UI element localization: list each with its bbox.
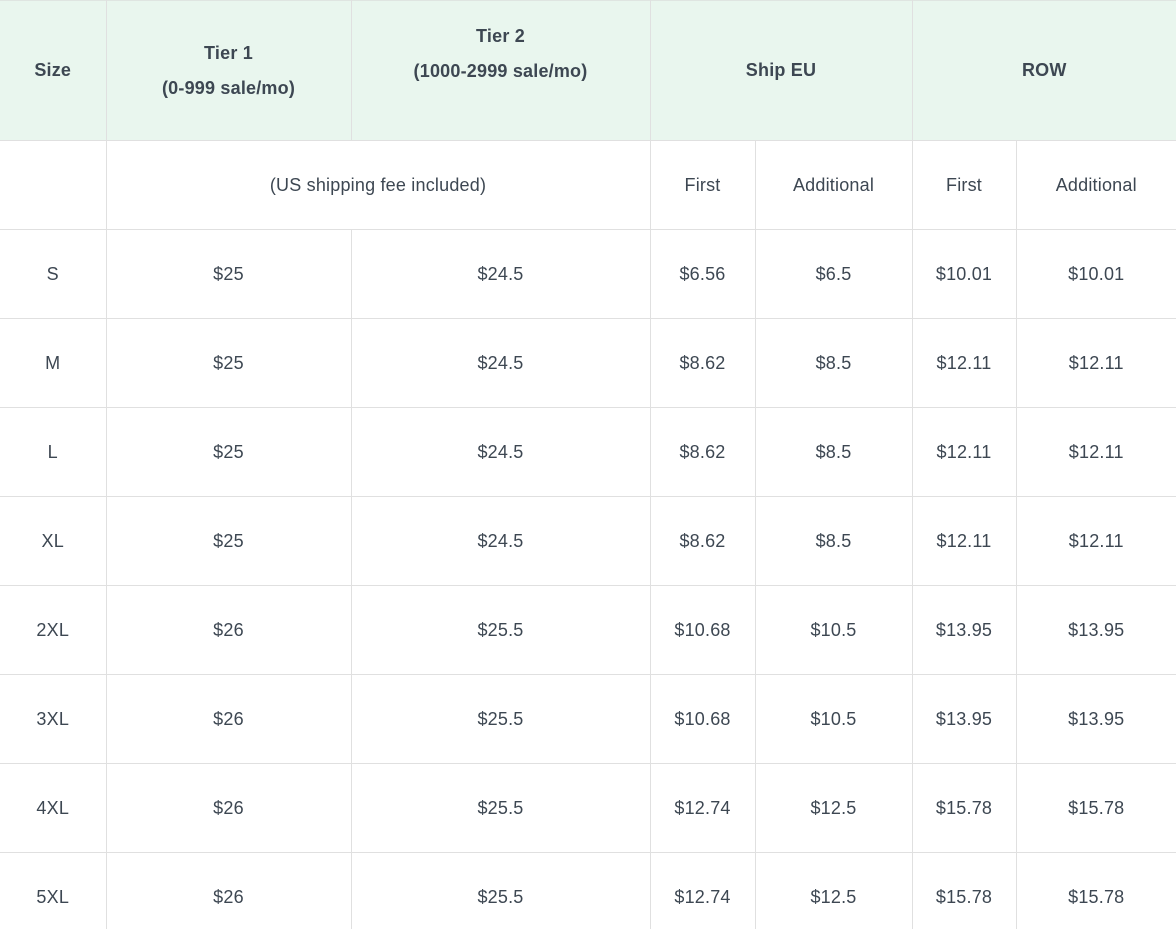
cell-tier1-price: $26 bbox=[105, 585, 352, 675]
cell-tier2-price: $24.5 bbox=[350, 229, 651, 319]
table-row-4xl: 4XL $26 $25.5 $12.74 $12.5 $15.78 $15.78 bbox=[0, 763, 1176, 853]
cell-tier2-price: $24.5 bbox=[350, 407, 651, 497]
header-tier2-title: Tier 2 bbox=[476, 25, 525, 46]
cell-eu-additional: $10.5 bbox=[754, 585, 913, 675]
subheader-row-first: First bbox=[911, 140, 1017, 230]
cell-eu-additional: $8.5 bbox=[754, 496, 913, 586]
cell-size: XL bbox=[0, 496, 107, 586]
cell-tier1-price: $25 bbox=[105, 407, 352, 497]
cell-tier2-price: $24.5 bbox=[350, 318, 651, 408]
subheader-eu-additional: Additional bbox=[754, 140, 913, 230]
cell-eu-first: $10.68 bbox=[649, 674, 756, 764]
cell-tier2-price: $25.5 bbox=[350, 674, 651, 764]
cell-tier2-price: $25.5 bbox=[350, 852, 651, 929]
cell-row-additional: $12.11 bbox=[1015, 407, 1176, 497]
cell-tier1-price: $25 bbox=[105, 229, 352, 319]
table-row-l: L $25 $24.5 $8.62 $8.5 $12.11 $12.11 bbox=[0, 407, 1176, 497]
cell-row-first: $12.11 bbox=[911, 407, 1017, 497]
table-row-2xl: 2XL $26 $25.5 $10.68 $10.5 $13.95 $13.95 bbox=[0, 585, 1176, 675]
cell-row-additional: $12.11 bbox=[1015, 318, 1176, 408]
cell-eu-additional: $6.5 bbox=[754, 229, 913, 319]
cell-eu-additional: $12.5 bbox=[754, 852, 913, 929]
header-tier2: Tier 2 (1000-2999 sale/mo) bbox=[350, 0, 651, 141]
cell-row-first: $15.78 bbox=[911, 852, 1017, 929]
cell-eu-additional: $12.5 bbox=[754, 763, 913, 853]
cell-row-first: $15.78 bbox=[911, 763, 1017, 853]
table-subheader-row: (US shipping fee included) First Additio… bbox=[0, 140, 1176, 230]
header-tier1-title: Tier 1 bbox=[204, 42, 253, 63]
header-tier1-subtitle: (0-999 sale/mo) bbox=[161, 77, 296, 98]
table-header-row: Size Tier 1 (0-999 sale/mo) Tier 2 (1000… bbox=[0, 0, 1176, 141]
cell-row-first: $12.11 bbox=[911, 496, 1017, 586]
cell-row-first: $13.95 bbox=[911, 585, 1017, 675]
cell-size: 2XL bbox=[0, 585, 107, 675]
cell-eu-additional: $8.5 bbox=[754, 407, 913, 497]
cell-size: S bbox=[0, 229, 107, 319]
cell-eu-first: $8.62 bbox=[649, 496, 756, 586]
cell-eu-first: $12.74 bbox=[649, 763, 756, 853]
header-row-region-label: ROW bbox=[1021, 60, 1067, 80]
table-row-xl: XL $25 $24.5 $8.62 $8.5 $12.11 $12.11 bbox=[0, 496, 1176, 586]
cell-tier1-price: $26 bbox=[105, 674, 352, 764]
cell-row-first: $10.01 bbox=[911, 229, 1017, 319]
cell-row-additional: $13.95 bbox=[1015, 585, 1176, 675]
cell-tier1-price: $26 bbox=[105, 763, 352, 853]
cell-eu-first: $8.62 bbox=[649, 318, 756, 408]
cell-row-additional: $13.95 bbox=[1015, 674, 1176, 764]
subheader-row-additional: Additional bbox=[1015, 140, 1176, 230]
header-tier1-block: Tier 1 (0-999 sale/mo) bbox=[107, 36, 351, 106]
cell-eu-first: $10.68 bbox=[649, 585, 756, 675]
header-row-region: ROW bbox=[911, 0, 1176, 141]
header-tier1: Tier 1 (0-999 sale/mo) bbox=[105, 0, 352, 141]
cell-eu-additional: $8.5 bbox=[754, 318, 913, 408]
cell-eu-first: $8.62 bbox=[649, 407, 756, 497]
table-row-m: M $25 $24.5 $8.62 $8.5 $12.11 $12.11 bbox=[0, 318, 1176, 408]
header-tier2-subtitle: (1000-2999 sale/mo) bbox=[413, 60, 588, 81]
cell-row-first: $12.11 bbox=[911, 318, 1017, 408]
table-row-s: S $25 $24.5 $6.56 $6.5 $10.01 $10.01 bbox=[0, 229, 1176, 319]
cell-eu-first: $12.74 bbox=[649, 852, 756, 929]
cell-row-first: $13.95 bbox=[911, 674, 1017, 764]
cell-tier1-price: $26 bbox=[105, 852, 352, 929]
cell-tier2-price: $25.5 bbox=[350, 763, 651, 853]
header-tier2-block: Tier 2 (1000-2999 sale/mo) bbox=[352, 19, 650, 89]
cell-tier2-price: $24.5 bbox=[350, 496, 651, 586]
cell-row-additional: $10.01 bbox=[1015, 229, 1176, 319]
header-size: Size bbox=[0, 0, 107, 141]
table-row-5xl: 5XL $26 $25.5 $12.74 $12.5 $15.78 $15.78 bbox=[0, 852, 1176, 929]
header-ship-eu: Ship EU bbox=[649, 0, 913, 141]
header-ship-eu-label: Ship EU bbox=[745, 60, 817, 80]
cell-size: M bbox=[0, 318, 107, 408]
cell-tier2-price: $25.5 bbox=[350, 585, 651, 675]
cell-size: 4XL bbox=[0, 763, 107, 853]
cell-size: L bbox=[0, 407, 107, 497]
cell-eu-first: $6.56 bbox=[649, 229, 756, 319]
subheader-us-note: (US shipping fee included) bbox=[105, 140, 651, 230]
subheader-empty-cell bbox=[0, 140, 107, 230]
cell-tier1-price: $25 bbox=[105, 496, 352, 586]
table-row-3xl: 3XL $26 $25.5 $10.68 $10.5 $13.95 $13.95 bbox=[0, 674, 1176, 764]
cell-size: 5XL bbox=[0, 852, 107, 929]
cell-row-additional: $15.78 bbox=[1015, 763, 1176, 853]
subheader-eu-first: First bbox=[649, 140, 756, 230]
cell-row-additional: $15.78 bbox=[1015, 852, 1176, 929]
header-size-label: Size bbox=[34, 60, 72, 80]
cell-row-additional: $12.11 bbox=[1015, 496, 1176, 586]
cell-tier1-price: $25 bbox=[105, 318, 352, 408]
cell-size: 3XL bbox=[0, 674, 107, 764]
cell-eu-additional: $10.5 bbox=[754, 674, 913, 764]
